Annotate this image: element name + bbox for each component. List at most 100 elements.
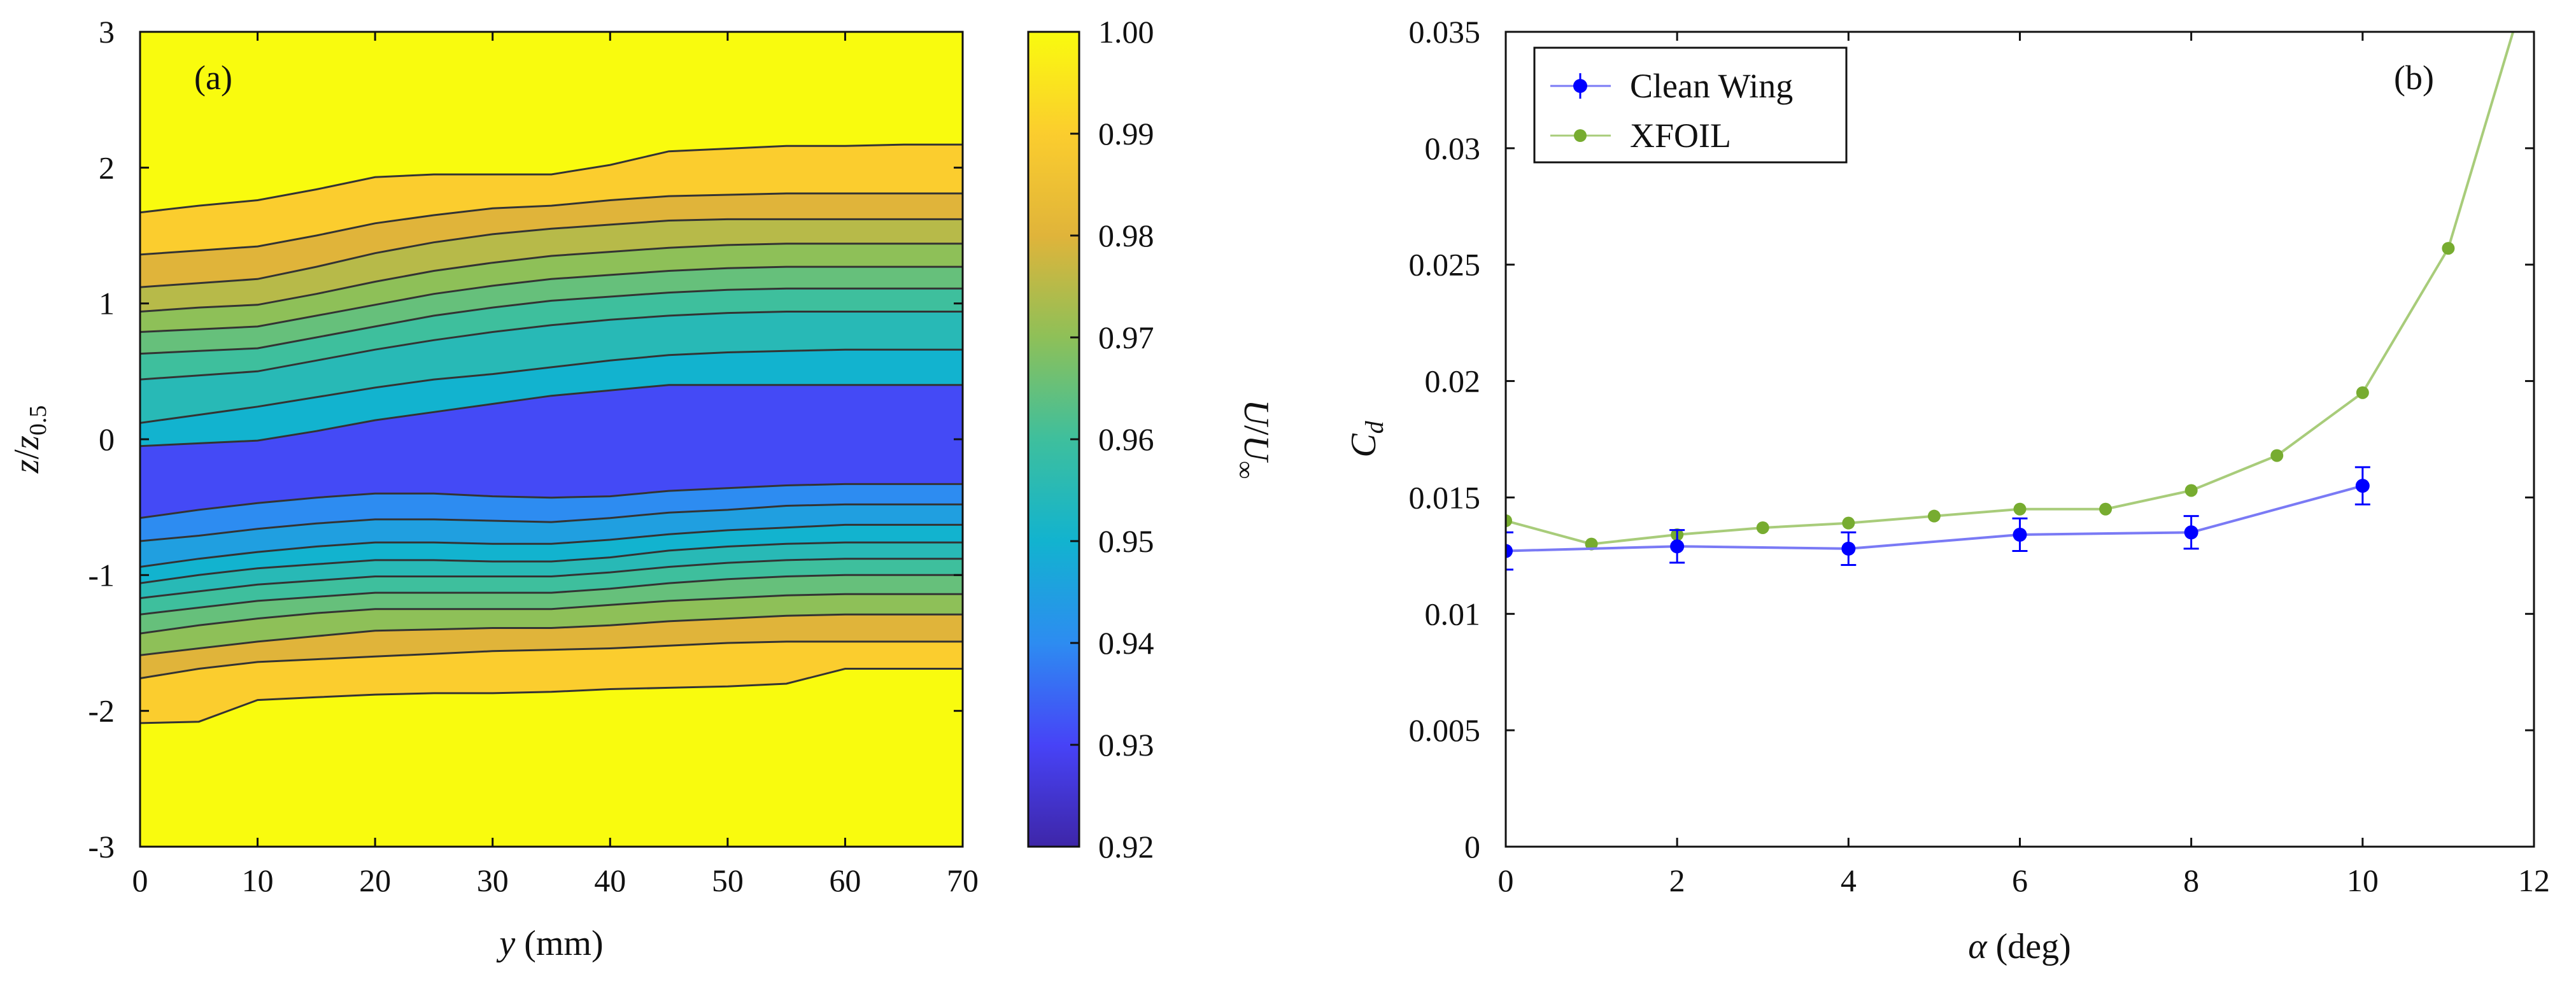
contour-band xyxy=(140,575,963,634)
contour-x-ticks: 0 10 20 30 40 50 60 70 xyxy=(132,32,979,898)
contour-line xyxy=(140,558,963,600)
contour-band xyxy=(140,525,963,584)
xfoil-point xyxy=(2442,242,2455,255)
x-tick-label: 6 xyxy=(2012,863,2028,898)
y-tick-label: 0 xyxy=(1464,829,1480,864)
contour-band xyxy=(140,288,963,380)
contour-band xyxy=(140,484,963,541)
y-tick-label: 3 xyxy=(99,14,115,50)
y-tick-label: 0 xyxy=(99,421,115,457)
contour-band xyxy=(140,558,963,615)
clean-wing-point xyxy=(2184,525,2198,540)
contour-line xyxy=(140,243,963,313)
clean-wing-point xyxy=(2355,479,2370,493)
xfoil-point xyxy=(1927,509,1941,523)
colorbar: 1.00 0.99 0.98 0.97 0.96 0.95 0.94 0.93 0.92 U/U… xyxy=(1027,14,1276,864)
x-tick-label: 70 xyxy=(947,863,979,898)
contour-line xyxy=(140,218,963,288)
colorbar-label: U/U∞ xyxy=(1231,400,1276,479)
colorbar-tick-label: 0.92 xyxy=(1098,829,1154,864)
colorbar-tick-label: 0.97 xyxy=(1098,320,1154,355)
y-tick-label: 0.015 xyxy=(1409,479,1481,515)
contour-band xyxy=(140,145,963,255)
contour-line xyxy=(140,483,963,519)
x-tick-label: 20 xyxy=(359,863,391,898)
drag-y-label: Cd xyxy=(1344,420,1389,457)
contour-band xyxy=(140,641,963,723)
drag-series xyxy=(1506,32,2515,571)
xfoil-point xyxy=(1585,537,1598,551)
y-tick-label: 0.005 xyxy=(1409,712,1481,748)
x-tick-label: 2 xyxy=(1669,863,1685,898)
contour-line xyxy=(140,287,963,355)
clean-wing-line xyxy=(1506,484,2363,553)
drag-x-ticks: 0 2 4 6 8 10 12 xyxy=(1498,32,2550,898)
contour-core xyxy=(140,385,963,518)
xfoil-point xyxy=(1842,516,1855,530)
y-tick-label: -3 xyxy=(88,829,115,864)
y-tick-label: 0.035 xyxy=(1409,14,1481,50)
contour-line xyxy=(140,348,963,424)
contour-band xyxy=(140,542,963,598)
clean-wing-point xyxy=(1506,544,1513,558)
y-tick-label: 1 xyxy=(99,286,115,321)
colorbar-ticks: 1.00 0.99 0.98 0.97 0.96 0.95 0.94 0.93 0.92 xyxy=(1070,14,1154,864)
colorbar-tick-label: 0.93 xyxy=(1098,727,1154,763)
x-tick-label: 30 xyxy=(477,863,509,898)
xfoil-point xyxy=(2099,502,2112,516)
x-tick-label: 0 xyxy=(1498,863,1514,898)
legend-item-xfoil: XFOIL xyxy=(1550,116,1731,155)
contour-line xyxy=(140,523,963,568)
x-tick-label: 8 xyxy=(2183,863,2199,898)
panel-a-label: (a) xyxy=(194,59,232,97)
xfoil-point xyxy=(1756,521,1769,534)
contour-band xyxy=(140,193,963,288)
clean-wing-point xyxy=(1670,539,1685,554)
y-tick-label: 0.02 xyxy=(1425,363,1481,399)
contour-line xyxy=(140,593,963,635)
y-tick-label: 0.03 xyxy=(1425,131,1481,166)
xfoil-point xyxy=(2013,502,2027,516)
colorbar-tick-label: 0.95 xyxy=(1098,523,1154,559)
contour-band xyxy=(140,219,963,312)
xfoil-point xyxy=(2184,484,2198,497)
y-tick-label: -2 xyxy=(88,693,115,729)
x-tick-label: 4 xyxy=(1841,863,1857,898)
xfoil-point xyxy=(2270,449,2284,462)
legend-box xyxy=(1533,46,1848,164)
colorbar-tick-label: 0.98 xyxy=(1098,218,1154,253)
contour-line xyxy=(140,143,963,214)
contour-band xyxy=(140,614,963,679)
contour-line xyxy=(140,265,963,333)
legend-clean-wing-marker xyxy=(1573,79,1587,93)
xfoil-point xyxy=(2356,386,2369,399)
contour-x-label: y (mm) xyxy=(496,924,603,963)
contour-line xyxy=(140,640,963,679)
y-tick-label: 0.025 xyxy=(1409,247,1481,283)
contour-line xyxy=(140,503,963,542)
drag-y-ticks: 0.035 0.03 0.025 0.02 0.015 0.01 0.005 0 xyxy=(1409,14,2534,864)
y-tick-label: 2 xyxy=(99,150,115,185)
x-tick-label: 60 xyxy=(829,863,861,898)
contour-band xyxy=(140,594,963,656)
legend-item-clean-wing: Clean Wing xyxy=(1550,67,1793,105)
x-tick-label: 10 xyxy=(2347,863,2379,898)
drag-plot-area xyxy=(1506,32,2534,847)
legend-xfoil-label: XFOIL xyxy=(1630,116,1731,155)
x-tick-label: 12 xyxy=(2518,863,2550,898)
y-tick-label: 0.01 xyxy=(1425,596,1481,632)
contour-band xyxy=(140,349,963,446)
colorbar-tick-label: 0.96 xyxy=(1098,421,1154,457)
legend: Clean Wing XFOIL xyxy=(1533,46,1848,164)
x-tick-label: 40 xyxy=(594,863,626,898)
contour-line xyxy=(140,541,963,584)
contour-line xyxy=(140,311,963,381)
contour-y-label: z/z0.5 xyxy=(7,406,52,474)
panel-b-label: (b) xyxy=(2394,59,2434,97)
x-tick-label: 50 xyxy=(712,863,744,898)
contour-line xyxy=(140,574,963,616)
colorbar-tick-label: 0.99 xyxy=(1098,116,1154,152)
contour-lines xyxy=(140,143,963,724)
contour-y-ticks: 3 2 1 0 -1 -2 -3 xyxy=(88,14,963,864)
